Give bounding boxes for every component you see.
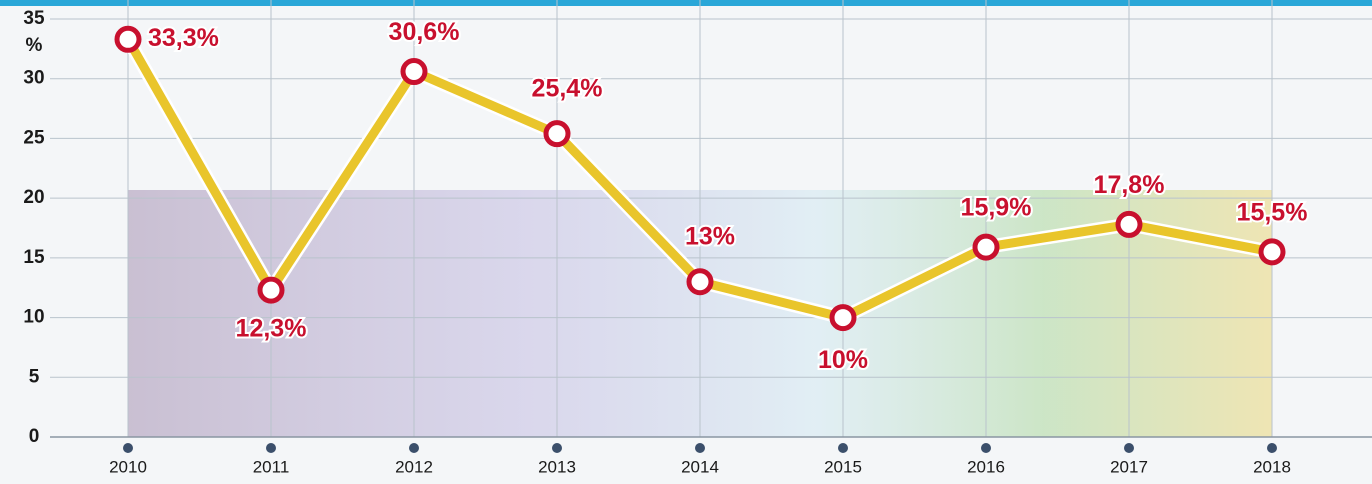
value-label: 17,8% [1094, 171, 1165, 199]
marker [117, 28, 139, 50]
y-tick-label: 0 [29, 426, 40, 447]
marker [260, 279, 282, 301]
value-label: 25,4% [532, 74, 603, 102]
x-tick-dot [552, 443, 562, 453]
y-tick-label: 30 [23, 68, 44, 89]
x-tick-label: 2018 [1253, 457, 1291, 476]
marker [689, 271, 711, 293]
x-tick-dot [409, 443, 419, 453]
x-tick-dot [1267, 443, 1277, 453]
x-tick-dot [695, 443, 705, 453]
y-tick-label: 10 [23, 307, 44, 328]
x-tick-dot [266, 443, 276, 453]
top-band [0, 0, 1372, 6]
value-label: 10% [818, 346, 868, 374]
x-tick-label: 2015 [824, 457, 862, 476]
chart: % 0 5 10 15 20 25 30 35 2010 2011 2012 2013 2014 2015… [0, 0, 1372, 484]
value-label: 15,9% [961, 194, 1032, 222]
y-tick-label: 20 [23, 187, 44, 208]
x-tick-dot [838, 443, 848, 453]
y-tick-label: 25 [23, 127, 45, 148]
value-label: 30,6% [389, 18, 460, 46]
marker [403, 61, 425, 83]
x-tick-label: 2017 [1110, 457, 1148, 476]
value-label: 15,5% [1237, 198, 1308, 226]
y-tick-label: 15 [23, 247, 45, 268]
value-label: 33,3% [148, 24, 219, 52]
x-tick-dot [1124, 443, 1134, 453]
marker [832, 307, 854, 329]
y-tick-label: 5 [29, 366, 40, 387]
y-tick-label: 35 [23, 8, 45, 29]
x-tick-dot [981, 443, 991, 453]
marker [1118, 213, 1140, 235]
value-label: 13% [685, 222, 735, 250]
marker [975, 236, 997, 258]
x-tick-label: 2016 [967, 457, 1005, 476]
x-tick-label: 2011 [253, 457, 290, 476]
x-tick-label: 2012 [395, 457, 433, 476]
x-tick-label: 2014 [681, 457, 719, 476]
x-tick-label: 2010 [109, 457, 147, 476]
marker [1261, 241, 1283, 263]
value-label: 12,3% [236, 315, 307, 343]
y-axis-label: % [26, 35, 43, 56]
marker [546, 123, 568, 145]
x-tick-dot [123, 443, 133, 453]
x-tick-label: 2013 [538, 457, 576, 476]
